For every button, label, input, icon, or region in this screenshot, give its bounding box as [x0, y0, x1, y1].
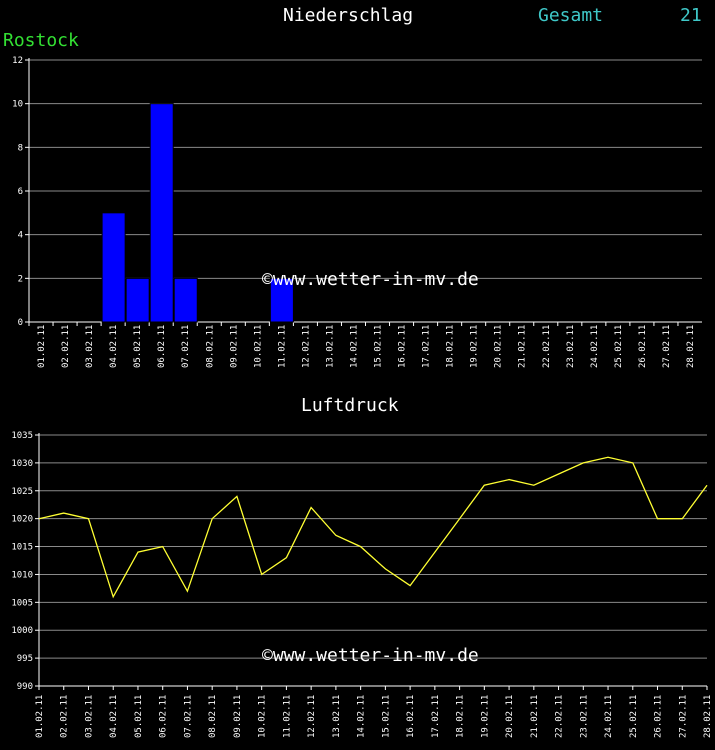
pressure-xtick-label: 05.02.11 [134, 695, 144, 738]
pressure-xtick-label: 08.02.11 [208, 695, 218, 738]
pressure-xtick-label: 03.02.11 [84, 695, 94, 738]
pressure-ytick-label: 995 [17, 654, 33, 664]
precip-bar [173, 277, 198, 323]
watermark-text: ©www.wetter-in-mv.de [262, 645, 479, 666]
pressure-xtick-label: 19.02.11 [480, 695, 490, 738]
pressure-ytick-label: 1000 [11, 626, 33, 636]
precip-xtick-label: 11.02.11 [277, 325, 287, 368]
pressure-xtick-label: 17.02.11 [431, 695, 441, 738]
precip-xtick-label: 28.02.11 [686, 325, 696, 368]
precip-xtick-label: 27.02.11 [662, 325, 672, 368]
total-value: 21 [680, 5, 702, 26]
precip-xtick-label: 21.02.11 [518, 325, 528, 368]
pressure-xtick-label: 10.02.11 [258, 695, 268, 738]
pressure-xtick-label: 25.02.11 [629, 695, 639, 738]
pressure-ytick-label: 990 [17, 682, 33, 692]
precip-xtick-label: 04.02.11 [109, 325, 119, 368]
precip-xtick-label: 15.02.11 [374, 325, 384, 368]
precip-ytick-label: 4 [18, 231, 23, 241]
pressure-xtick-label: 28.02.11 [703, 695, 713, 738]
chart-title-pressure: Luftdruck [301, 395, 399, 416]
pressure-xtick-label: 16.02.11 [406, 695, 416, 738]
precip-ytick-label: 2 [18, 274, 23, 284]
pressure-ytick-label: 1035 [11, 431, 33, 441]
pressure-ytick-label: 1005 [11, 598, 33, 608]
pressure-xtick-label: 12.02.11 [307, 695, 317, 738]
precip-ytick-label: 0 [18, 318, 23, 328]
precip-xtick-label: 13.02.11 [325, 325, 335, 368]
pressure-ytick-label: 1020 [11, 515, 33, 525]
pressure-xtick-label: 13.02.11 [332, 695, 342, 738]
precip-xtick-label: 10.02.11 [253, 325, 263, 368]
pressure-xtick-label: 27.02.11 [678, 695, 688, 738]
precip-xtick-label: 19.02.11 [470, 325, 480, 368]
precip-bar [269, 277, 294, 323]
precip-ytick-label: 10 [12, 100, 23, 110]
precip-ytick-label: 6 [18, 187, 23, 197]
pressure-ytick-label: 1015 [11, 543, 33, 553]
precip-xtick-label: 14.02.11 [349, 325, 359, 368]
pressure-xtick-label: 07.02.11 [183, 695, 193, 738]
pressure-xtick-label: 23.02.11 [579, 695, 589, 738]
precip-xtick-label: 09.02.11 [229, 325, 239, 368]
precip-xtick-label: 07.02.11 [181, 325, 191, 368]
precip-ytick-label: 8 [18, 143, 23, 153]
precip-bar [101, 212, 126, 323]
precip-xtick-label: 25.02.11 [614, 325, 624, 368]
precip-xtick-label: 20.02.11 [494, 325, 504, 368]
precip-xtick-label: 03.02.11 [85, 325, 95, 368]
precip-xtick-label: 18.02.11 [446, 325, 456, 368]
precip-xtick-label: 05.02.11 [133, 325, 143, 368]
precip-bar [125, 277, 150, 323]
precip-bar [149, 103, 174, 323]
total-label: Gesamt [538, 5, 604, 26]
pressure-xtick-label: 26.02.11 [654, 695, 664, 738]
precip-xtick-label: 02.02.11 [61, 325, 71, 368]
pressure-xtick-label: 20.02.11 [505, 695, 515, 738]
pressure-xtick-label: 06.02.11 [159, 695, 169, 738]
pressure-ytick-label: 1030 [11, 459, 33, 469]
pressure-xtick-label: 11.02.11 [282, 695, 292, 738]
station-name: Rostock [3, 30, 79, 51]
pressure-xtick-label: 24.02.11 [604, 695, 614, 738]
precip-xtick-label: 08.02.11 [205, 325, 215, 368]
precip-xtick-label: 16.02.11 [398, 325, 408, 368]
precip-xtick-label: 26.02.11 [638, 325, 648, 368]
pressure-xtick-label: 15.02.11 [381, 695, 391, 738]
pressure-xtick-label: 18.02.11 [456, 695, 466, 738]
precip-ytick-label: 12 [12, 56, 23, 66]
precip-xtick-label: 23.02.11 [566, 325, 576, 368]
precip-xtick-label: 17.02.11 [422, 325, 432, 368]
precip-xtick-label: 06.02.11 [157, 325, 167, 368]
pressure-xtick-label: 21.02.11 [530, 695, 540, 738]
pressure-xtick-label: 09.02.11 [233, 695, 243, 738]
precip-xtick-label: 22.02.11 [542, 325, 552, 368]
pressure-ytick-label: 1010 [11, 570, 33, 580]
precip-xtick-label: 12.02.11 [301, 325, 311, 368]
watermark-text: ©www.wetter-in-mv.de [262, 269, 479, 290]
pressure-xtick-label: 22.02.11 [555, 695, 565, 738]
precip-xtick-label: 24.02.11 [590, 325, 600, 368]
precip-xtick-label: 01.02.11 [37, 325, 47, 368]
pressure-xtick-label: 14.02.11 [357, 695, 367, 738]
pressure-xtick-label: 01.02.11 [35, 695, 45, 738]
pressure-ytick-label: 1025 [11, 487, 33, 497]
pressure-xtick-label: 04.02.11 [109, 695, 119, 738]
pressure-series-line [38, 456, 708, 599]
pressure-xtick-label: 02.02.11 [60, 695, 70, 738]
chart-title-precipitation: Niederschlag [283, 5, 414, 26]
